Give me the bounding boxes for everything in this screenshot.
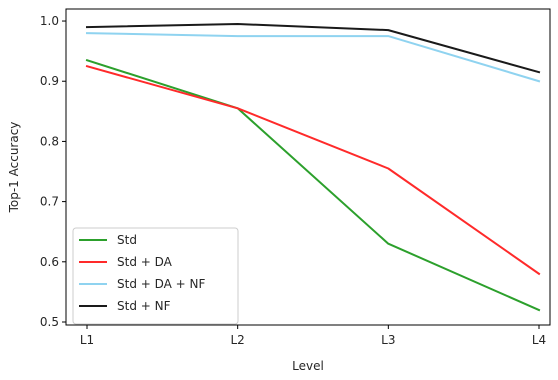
plot-frame — [65, 8, 551, 326]
series-line-2 — [85, 32, 541, 83]
x-axis-ticks: L1 L2 L3 L4 — [80, 325, 546, 347]
x-axis-title: Level — [292, 359, 324, 373]
y-axis-ticks: 0.5 0.6 0.7 0.8 0.9 1.0 — [40, 14, 66, 329]
series-line-0 — [85, 58, 541, 312]
legend-box — [72, 227, 239, 325]
legend: Std Std + DA Std + DA + NF Std + NF — [72, 227, 239, 325]
legend-label: Std + NF — [117, 299, 171, 313]
x-tick-label: L1 — [80, 333, 94, 347]
y-tick-label: 0.8 — [40, 134, 59, 148]
legend-label: Std + DA + NF — [117, 277, 206, 291]
x-tick-label: L2 — [231, 333, 245, 347]
legend-label: Std — [117, 233, 137, 247]
y-axis-title: Top-1 Accuracy — [7, 122, 21, 214]
y-tick-label: 0.7 — [40, 195, 59, 209]
y-tick-label: 0.6 — [40, 255, 59, 269]
series-line-1 — [85, 64, 541, 276]
x-tick-label: L3 — [381, 333, 395, 347]
y-tick-label: 0.9 — [40, 74, 59, 88]
legend-label: Std + DA — [117, 255, 173, 269]
x-tick-label: L4 — [532, 333, 546, 347]
y-tick-label: 1.0 — [40, 14, 59, 28]
y-tick-label: 0.5 — [40, 315, 59, 329]
series-line-3 — [85, 23, 541, 74]
plot-lines — [85, 23, 541, 312]
